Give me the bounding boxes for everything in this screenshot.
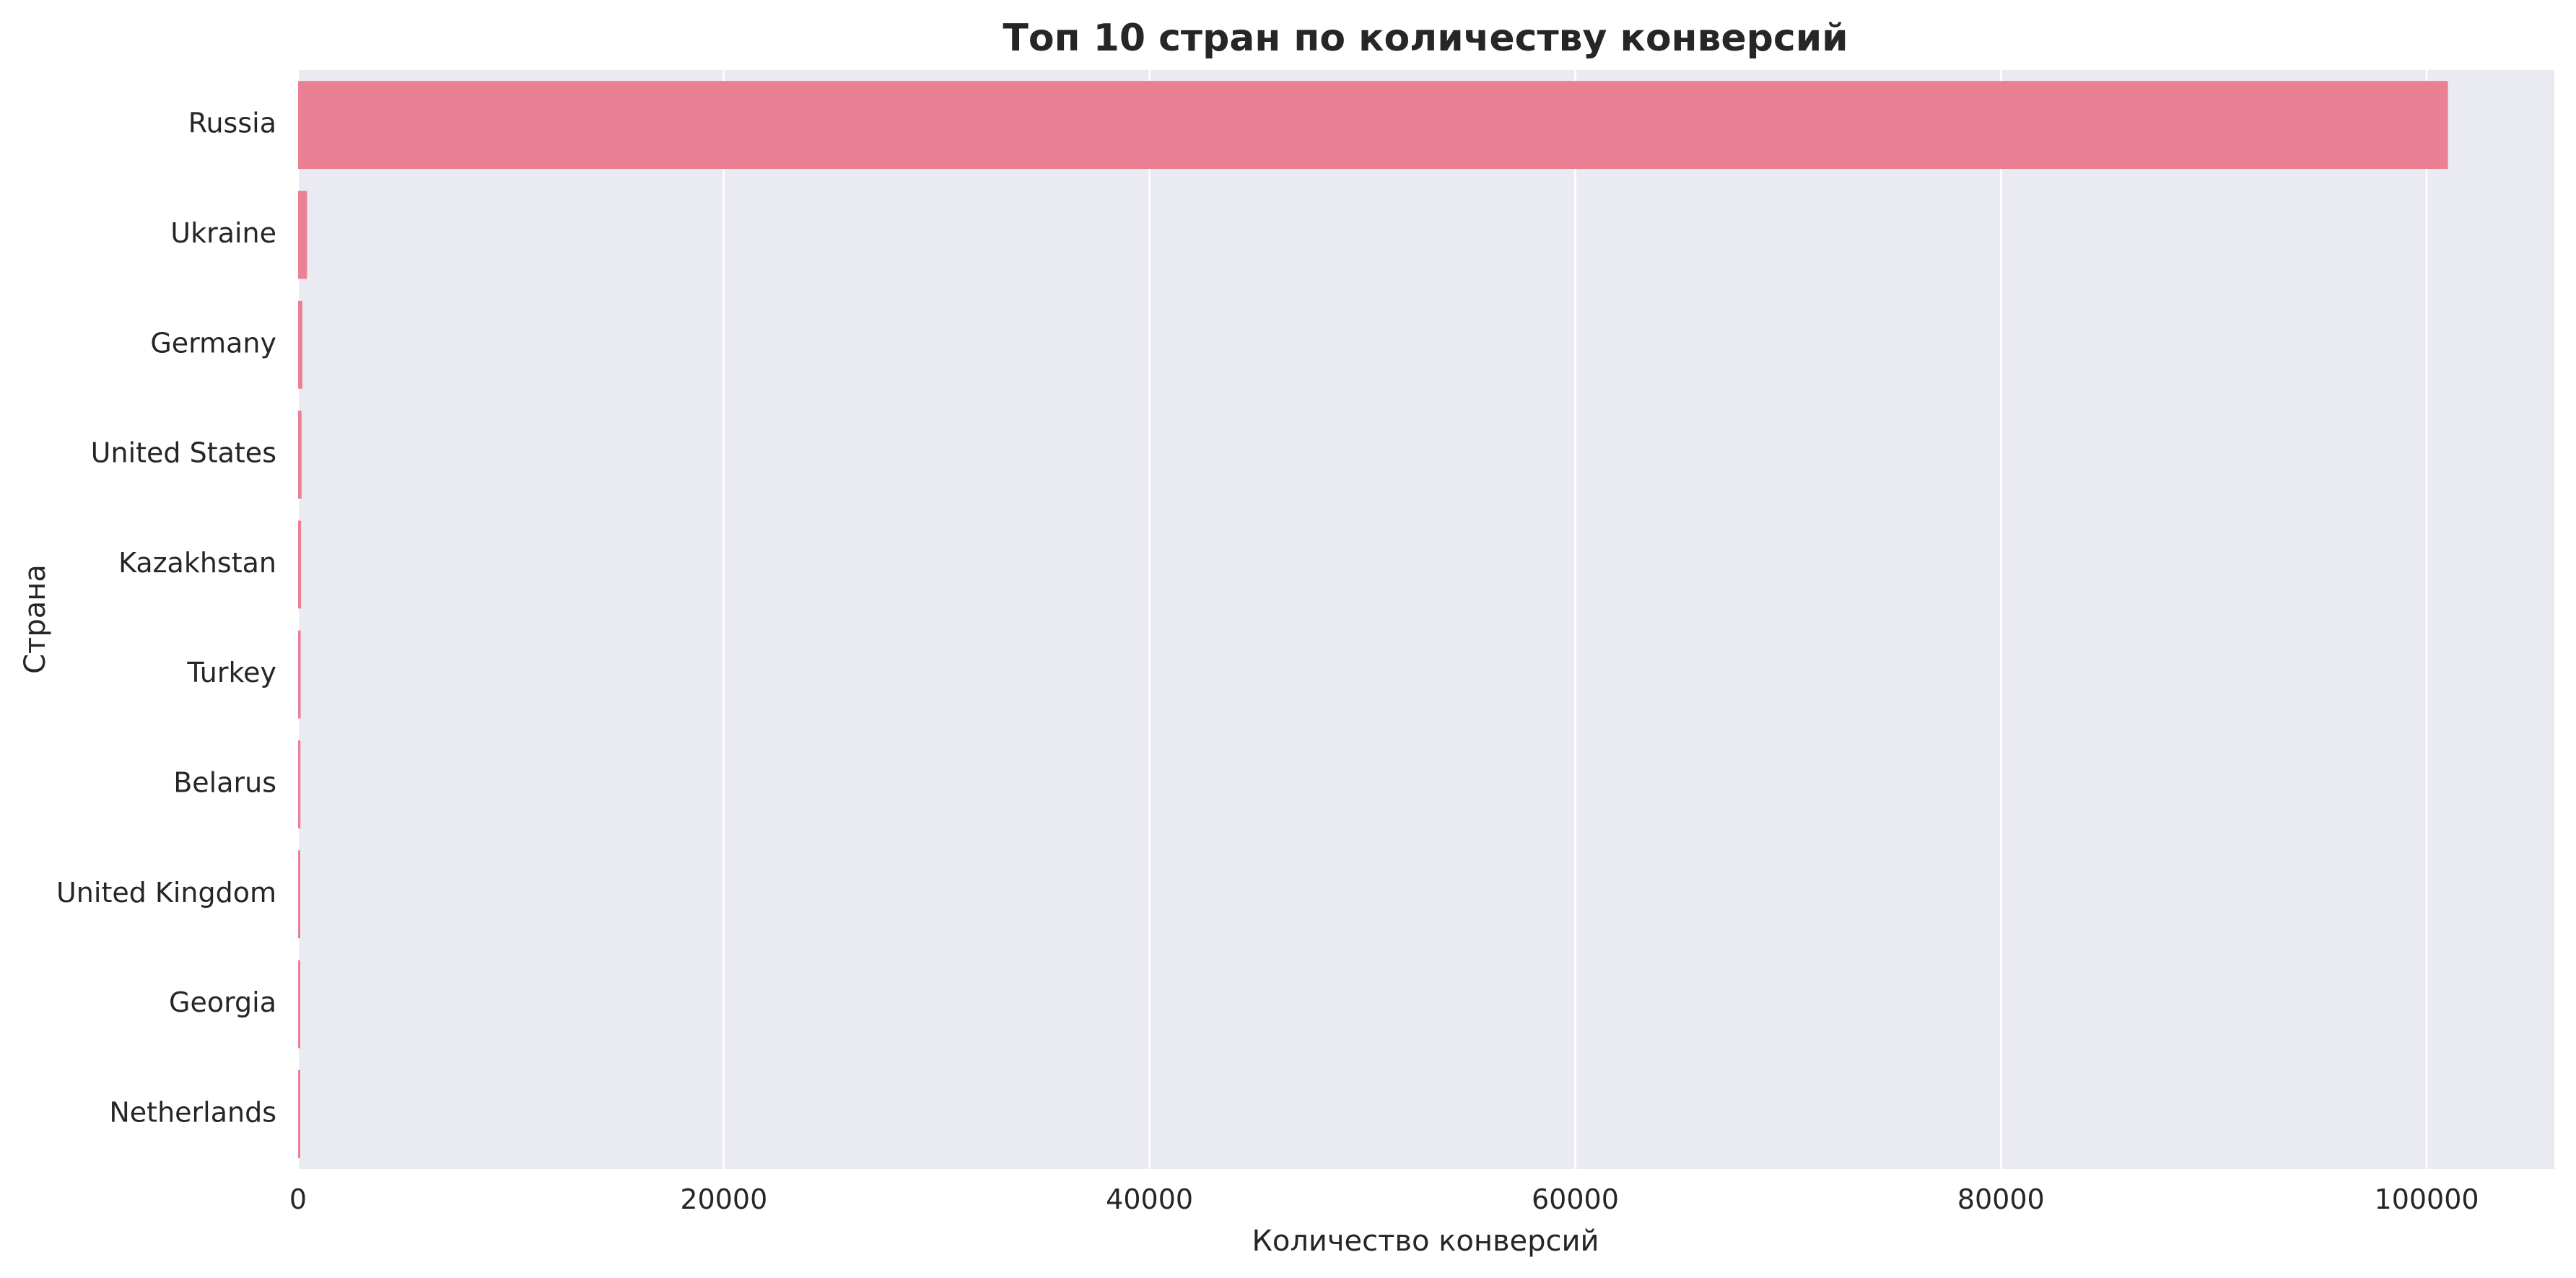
x-tick-label: 40000 <box>1106 1183 1193 1215</box>
y-tick-label: Georgia <box>169 986 276 1018</box>
y-axis-tick-labels: Russia Ukraine Germany United States Kazakhs… <box>56 108 276 1129</box>
y-axis-label: Страна <box>19 564 52 674</box>
y-tick-label: Russia <box>188 108 276 139</box>
x-tick-label: 20000 <box>680 1183 767 1215</box>
bars <box>298 81 2448 1158</box>
x-axis-label: Количество конверсий <box>1252 1225 1599 1258</box>
x-tick-label: 80000 <box>1957 1183 2045 1215</box>
bar-netherlands <box>298 1069 300 1158</box>
bar-germany <box>298 300 302 389</box>
bar-united-kingdom <box>298 850 300 939</box>
y-tick-label: United Kingdom <box>56 877 276 909</box>
y-tick-label: Kazakhstan <box>118 547 276 579</box>
bar-belarus <box>298 740 301 828</box>
bar-kazakhstan <box>298 520 302 609</box>
x-axis-tick-labels: 0 20000 40000 60000 80000 100000 <box>289 1183 2479 1215</box>
chart-title: Топ 10 стран по количеству конверсий <box>1003 17 1848 60</box>
y-tick-label: Ukraine <box>170 217 276 249</box>
bar-turkey <box>298 630 301 719</box>
x-tick-label: 0 <box>289 1183 307 1215</box>
y-tick-label: United States <box>91 437 276 469</box>
y-tick-label: Germany <box>150 327 276 359</box>
y-tick-label: Netherlands <box>109 1096 276 1128</box>
bar-united-states <box>298 411 302 499</box>
x-tick-label: 100000 <box>2375 1183 2479 1215</box>
plot-area <box>297 70 2554 1169</box>
y-tick-label: Turkey <box>186 657 276 688</box>
bar-russia <box>298 81 2448 170</box>
y-tick-label: Belarus <box>173 766 276 798</box>
plot-background <box>298 70 2554 1169</box>
bar-georgia <box>298 960 300 1049</box>
x-tick-label: 60000 <box>1532 1183 1619 1215</box>
bar-ukraine <box>298 191 307 279</box>
